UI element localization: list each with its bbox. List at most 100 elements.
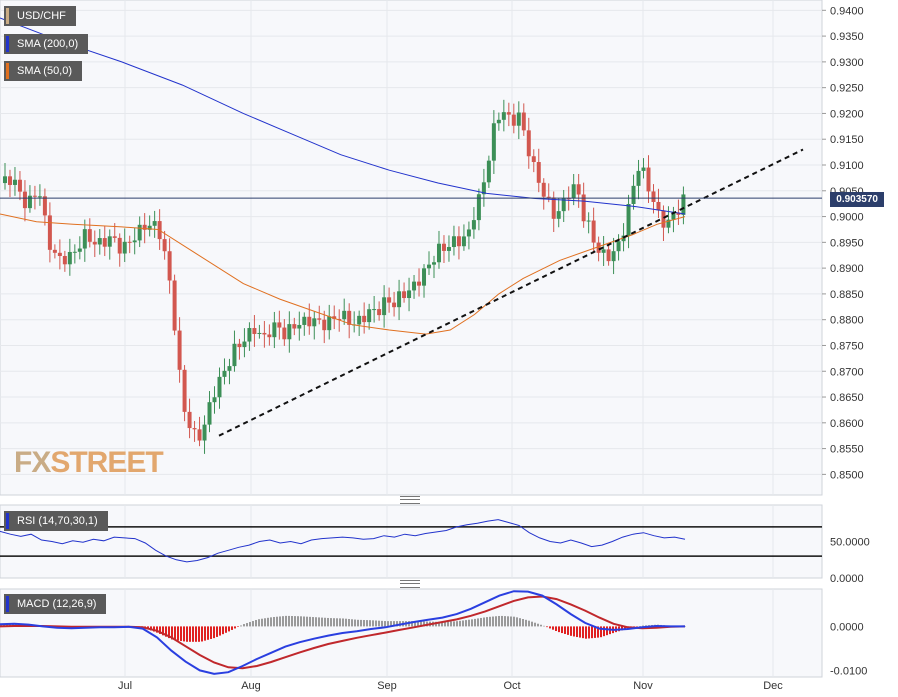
macd-histogram-bar — [186, 626, 188, 642]
candle-body — [217, 376, 222, 398]
macd-histogram-bar — [462, 620, 464, 627]
macd-histogram-bar — [159, 626, 161, 634]
macd-swatch — [6, 596, 9, 612]
date-x-axis: Jul Aug Sep Oct Nov Dec — [118, 680, 783, 692]
candle-body — [87, 229, 92, 242]
macd-histogram-bar — [558, 626, 560, 633]
candle-body — [546, 196, 551, 198]
macd-histogram-bar — [567, 626, 569, 635]
macd-histogram-bar — [267, 617, 269, 627]
candle-body — [302, 316, 307, 325]
candle-body — [446, 247, 451, 251]
candle-body — [431, 262, 436, 265]
candle-body — [596, 242, 601, 253]
macd-histogram-bar — [393, 621, 395, 627]
macd-histogram-bar — [594, 626, 596, 638]
candle-body — [117, 237, 122, 254]
candle-body — [137, 224, 142, 241]
candle-body — [486, 160, 491, 183]
sma-200-line — [0, 17, 686, 215]
macd-histogram-bar — [255, 619, 257, 627]
candle-body — [541, 182, 546, 197]
candle-body — [92, 241, 97, 245]
candle-body — [372, 309, 377, 311]
candle-body — [526, 130, 531, 157]
sma50-legend-text: SMA (50,0) — [17, 65, 73, 77]
macd-histogram-bar — [264, 618, 266, 627]
macd-histogram-bar — [471, 619, 473, 627]
candle-body — [262, 332, 267, 335]
macd-histogram-bar — [183, 626, 185, 642]
macd-histogram-bar — [621, 626, 623, 631]
macd-histogram-bar — [579, 626, 581, 638]
candle-body — [197, 429, 202, 441]
price-tick-label: 0.8750 — [830, 340, 864, 352]
candle-body — [277, 322, 282, 328]
macd-histogram-bar — [180, 626, 182, 641]
macd-histogram-bar — [639, 626, 641, 627]
macd-histogram-bar — [561, 626, 563, 634]
symbol-text: USD/CHF — [17, 10, 66, 22]
candle-body — [132, 240, 137, 243]
macd-histogram-bar — [225, 626, 227, 633]
macd-histogram-bar — [483, 617, 485, 627]
macd-histogram-bar — [153, 626, 155, 632]
macd-histogram-bar — [228, 626, 230, 632]
macd-histogram-bar — [273, 616, 275, 627]
month-tick-label: Aug — [241, 680, 261, 692]
macd-histogram-bar — [288, 615, 290, 627]
candle-body — [112, 236, 117, 238]
candle-body — [501, 112, 506, 120]
rsi-swatch — [6, 513, 9, 529]
macd-histogram-bar — [342, 618, 344, 627]
fxstreet-logo: FXSTREET — [14, 446, 164, 479]
macd-histogram-bar — [390, 621, 392, 627]
macd-histogram-bar — [606, 626, 608, 636]
candle-body — [377, 309, 382, 316]
candle-body — [142, 224, 147, 230]
candle-body — [516, 112, 521, 126]
macd-histogram-bar — [576, 626, 578, 638]
macd-histogram-bar — [441, 621, 443, 627]
macd-histogram-bar — [555, 626, 557, 632]
price-tick-label: 0.9300 — [830, 57, 864, 69]
macd-histogram-bar — [528, 620, 530, 627]
macd-histogram-bar — [240, 625, 242, 627]
macd-histogram-bar — [252, 621, 254, 627]
candle-body — [232, 343, 237, 367]
macd-histogram-bar — [324, 617, 326, 627]
macd-histogram-bar — [369, 620, 371, 627]
candle-body — [382, 297, 387, 316]
macd-histogram-bar — [378, 620, 380, 627]
candle-body — [397, 291, 402, 308]
macd-histogram-bar — [519, 618, 521, 627]
candle-body — [666, 219, 671, 228]
macd-histogram-bar — [207, 626, 209, 640]
candle-body — [102, 238, 107, 247]
candle-body — [342, 310, 347, 320]
candle-body — [471, 220, 476, 230]
candle-body — [611, 251, 616, 262]
macd-histogram-bar — [642, 625, 644, 627]
macd-histogram-bar — [438, 621, 440, 627]
macd-histogram-bar — [372, 620, 374, 627]
price-tick-label: 0.8900 — [830, 263, 864, 275]
macd-histogram-bar — [474, 618, 476, 627]
candle-body — [681, 194, 686, 215]
macd-panel-bg — [0, 588, 823, 678]
macd-histogram-bar — [417, 621, 419, 627]
panel-resize-handle-rsi[interactable] — [400, 496, 420, 504]
candle-body — [631, 185, 636, 204]
candle-body — [47, 215, 52, 250]
trendline — [218, 148, 804, 437]
macd-histogram-bar — [354, 619, 356, 627]
candle-body — [237, 343, 242, 348]
candle-body — [242, 341, 247, 348]
panel-resize-handle-macd[interactable] — [400, 580, 420, 588]
macd-histogram-bar — [507, 616, 509, 627]
macd-histogram-bar — [261, 618, 263, 627]
candle-body — [122, 241, 127, 254]
macd-histogram-bar — [0, 624, 2, 627]
price-tick-label: 0.8950 — [830, 237, 864, 249]
candle-body — [252, 328, 257, 334]
